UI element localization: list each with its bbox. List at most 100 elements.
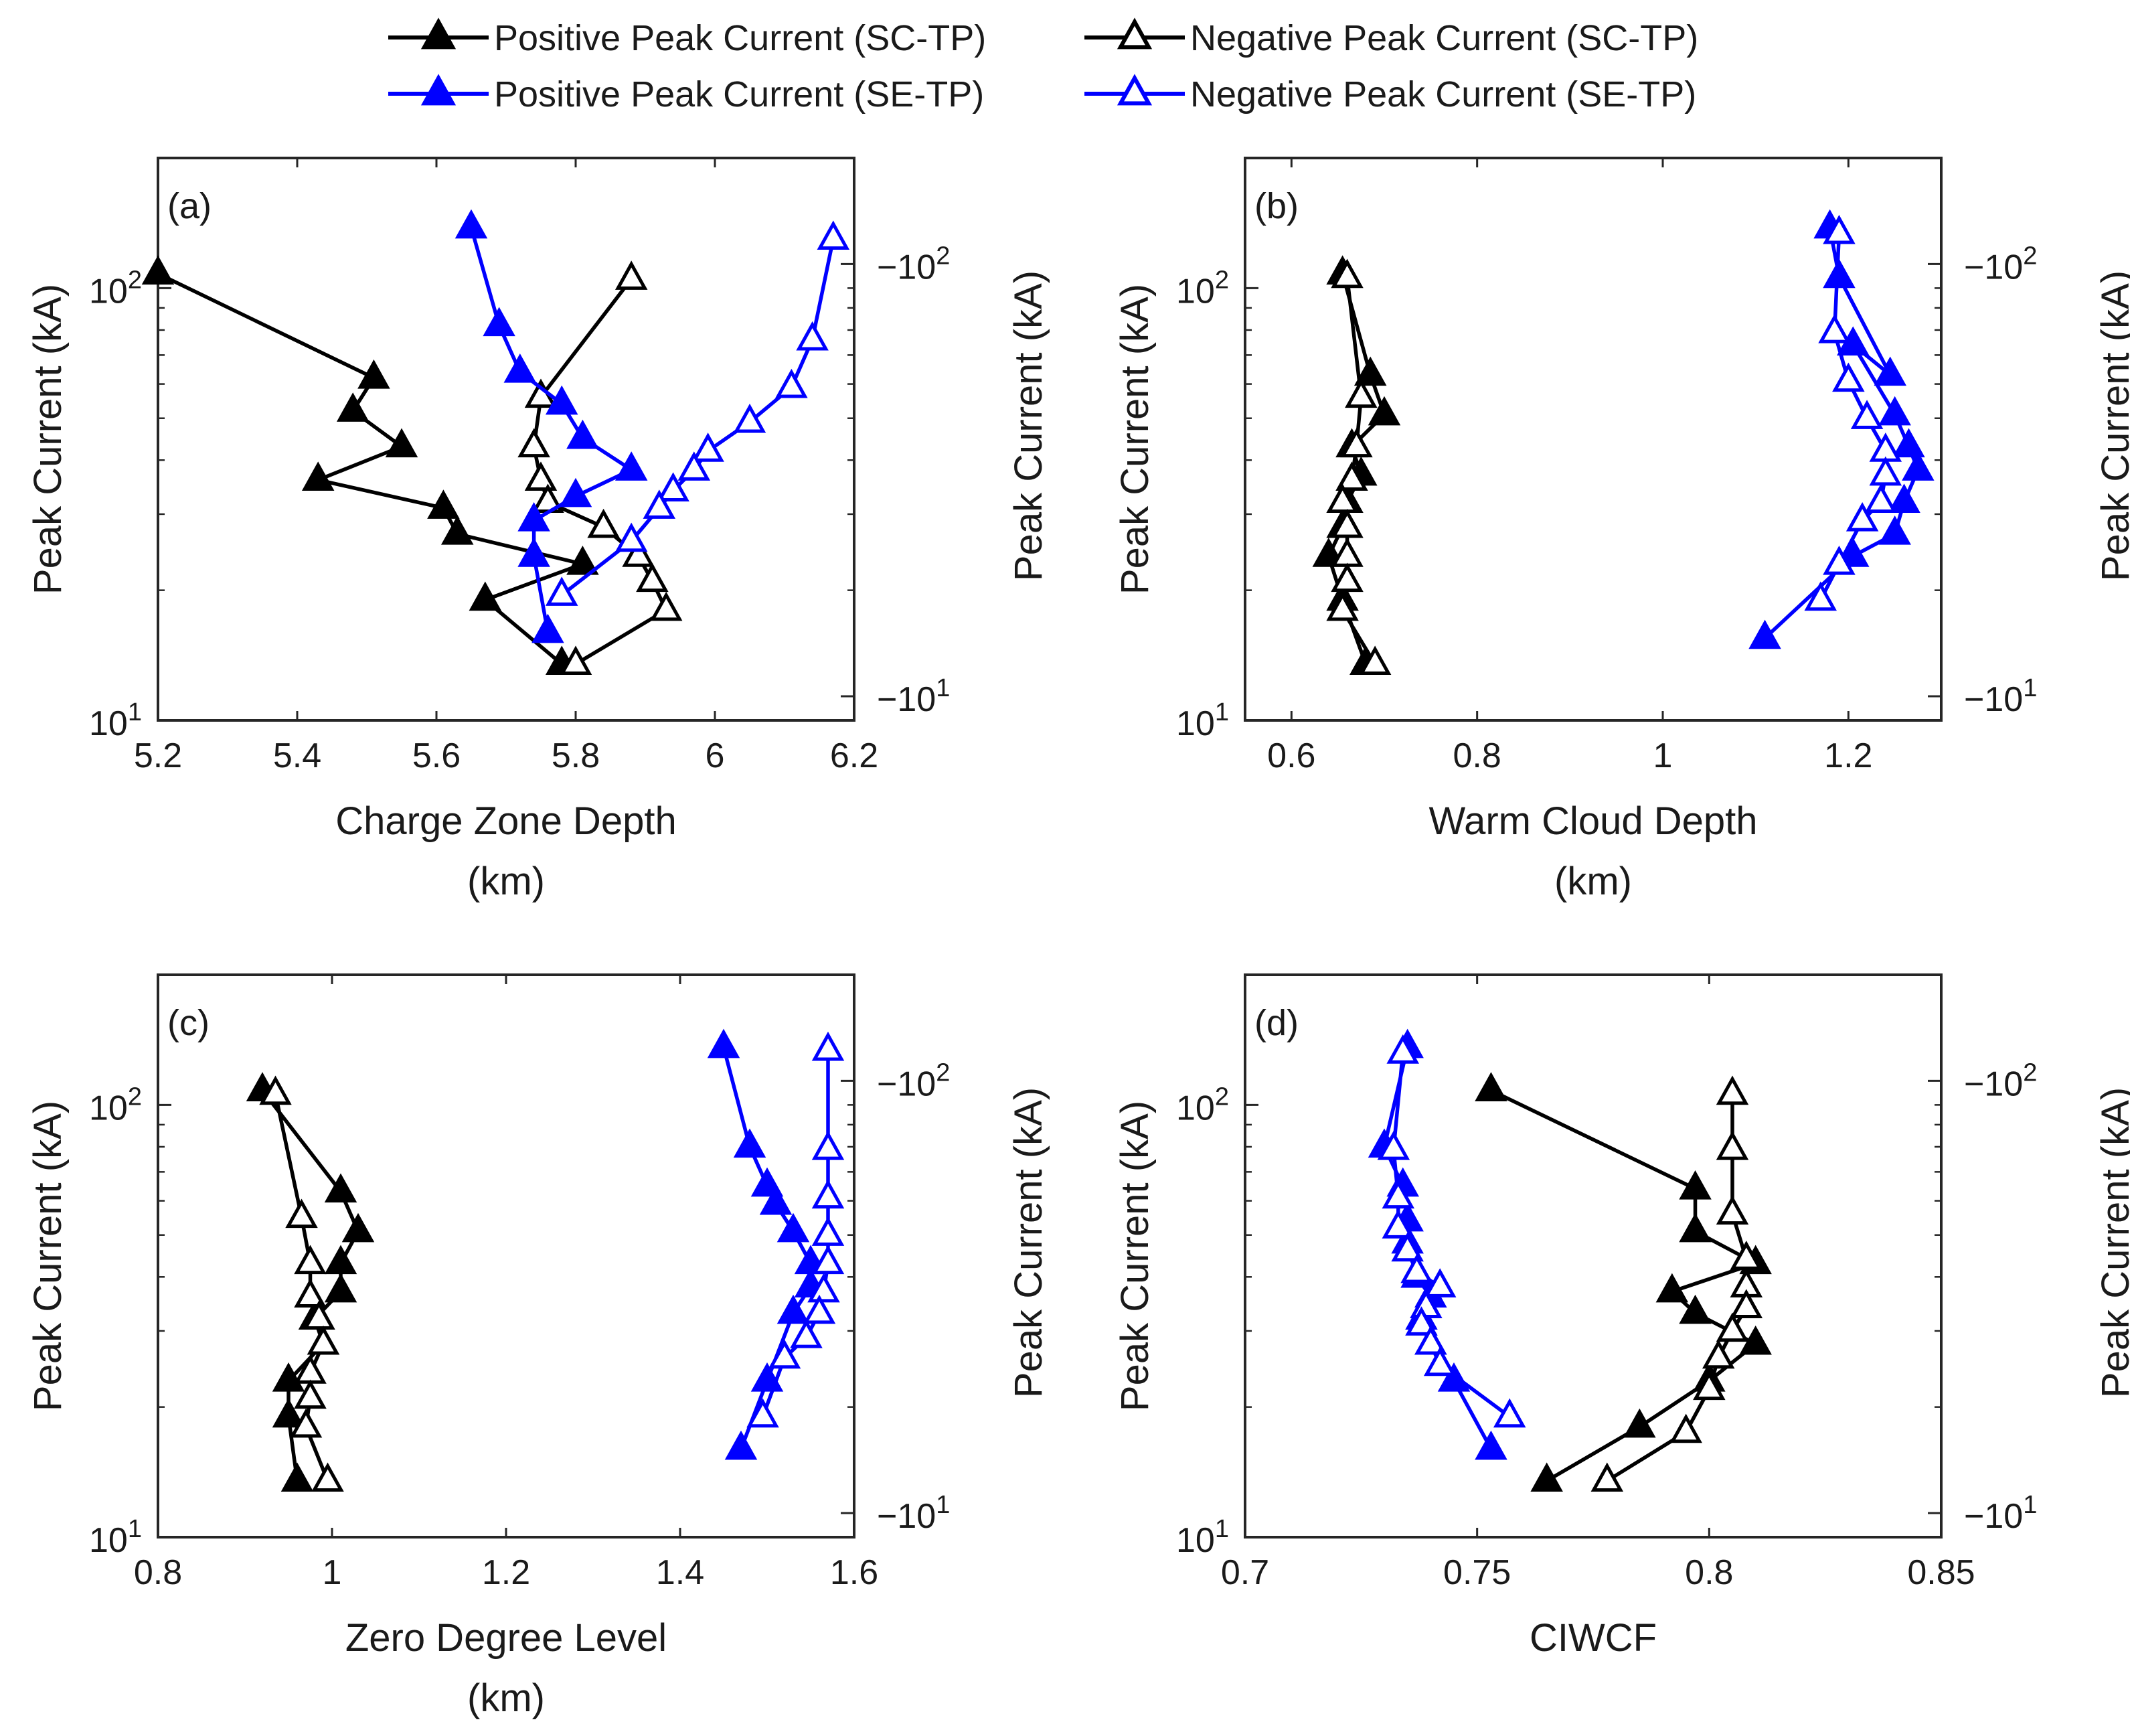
series-line bbox=[722, 1046, 813, 1450]
legend: Positive Peak Current (SC-TP) Negative Pe… bbox=[388, 17, 1698, 114]
data-point bbox=[385, 428, 418, 458]
data-point bbox=[1382, 1179, 1415, 1209]
data-point bbox=[811, 1031, 845, 1061]
data-point bbox=[455, 209, 488, 239]
data-point bbox=[1655, 1273, 1689, 1303]
data-series bbox=[455, 209, 648, 643]
y-tick-label: 101 bbox=[1176, 698, 1229, 743]
data-point bbox=[1823, 545, 1856, 575]
data-point bbox=[677, 451, 711, 481]
panel-label: (b) bbox=[1254, 186, 1299, 226]
data-point bbox=[289, 1408, 323, 1438]
plot-frame bbox=[157, 157, 855, 722]
data-point bbox=[750, 1167, 784, 1197]
legend-item: Negative Peak Current (SE-TP) bbox=[1084, 74, 1696, 114]
y-axis-label-right: Peak Current (kA) bbox=[2094, 1087, 2130, 1398]
data-point bbox=[587, 508, 620, 538]
data-series bbox=[259, 1075, 344, 1492]
x-axis-label: Zero Degree Level bbox=[345, 1616, 667, 1660]
data-series bbox=[707, 1028, 827, 1460]
data-point bbox=[811, 1179, 845, 1209]
data-series bbox=[545, 220, 850, 606]
plot-frame bbox=[1244, 973, 1943, 1538]
data-point bbox=[1423, 1268, 1457, 1297]
x-axis-label: CIWCF bbox=[1530, 1616, 1657, 1660]
data-point bbox=[294, 1278, 327, 1308]
data-point bbox=[301, 461, 335, 491]
x-tick-label: 0.85 bbox=[1907, 1553, 1975, 1592]
legend-label: Negative Peak Current (SE-TP) bbox=[1190, 74, 1696, 114]
series-line bbox=[531, 278, 668, 666]
data-point bbox=[427, 489, 460, 519]
legend-marker bbox=[420, 74, 457, 106]
data-point bbox=[280, 1462, 314, 1492]
x-tick-label: 5.8 bbox=[552, 736, 600, 775]
data-point bbox=[1679, 1170, 1712, 1200]
data-point bbox=[1358, 645, 1392, 676]
y-tick-label-right: −101 bbox=[1964, 1491, 2037, 1536]
data-point bbox=[724, 1430, 758, 1460]
y-axis-label-right: Peak Current (kA) bbox=[2094, 270, 2130, 581]
data-point bbox=[524, 461, 558, 491]
data-point bbox=[1679, 1212, 1712, 1243]
data-point bbox=[1377, 1130, 1410, 1160]
data-point bbox=[1475, 1072, 1507, 1101]
data-point bbox=[811, 1216, 845, 1246]
data-point bbox=[649, 591, 683, 621]
data-point bbox=[776, 1294, 810, 1324]
data-point bbox=[517, 538, 550, 567]
data-point bbox=[775, 368, 808, 398]
data-point bbox=[768, 1339, 801, 1369]
data-point bbox=[1823, 258, 1856, 289]
data-point bbox=[336, 392, 370, 422]
data-point bbox=[790, 1318, 823, 1348]
chart-panel: 0.6 0.8 1 1.2 101 102 −101 −102 Warm Cloud Depth… bbox=[1113, 157, 2130, 903]
panels: 5.2 5.4 5.6 5.8 6 6.2 101 102 −101 −102 Charge Zon… bbox=[26, 157, 2130, 1720]
data-point bbox=[1702, 1339, 1735, 1369]
data-point bbox=[1864, 483, 1898, 514]
data-point bbox=[1693, 1370, 1726, 1401]
legend-item: Positive Peak Current (SC-TP) bbox=[388, 17, 986, 58]
data-series bbox=[141, 255, 599, 676]
x-tick-label: 1 bbox=[323, 1553, 342, 1592]
data-point bbox=[531, 613, 564, 643]
y-tick-label: 101 bbox=[89, 1515, 142, 1560]
data-point bbox=[1716, 1130, 1749, 1160]
data-point bbox=[1730, 1289, 1763, 1319]
data-point bbox=[636, 562, 669, 593]
data-point bbox=[440, 516, 474, 545]
data-point bbox=[1902, 451, 1935, 481]
data-point bbox=[294, 1245, 327, 1275]
legend-item: Positive Peak Current (SE-TP) bbox=[388, 74, 984, 114]
data-point bbox=[733, 403, 766, 433]
y-tick-label: 102 bbox=[89, 266, 142, 311]
data-point bbox=[1716, 1195, 1749, 1225]
data-point bbox=[746, 1398, 779, 1428]
data-point bbox=[1331, 562, 1364, 593]
data-point bbox=[1818, 313, 1851, 343]
x-tick-label: 1.2 bbox=[1824, 736, 1872, 775]
data-point bbox=[622, 538, 655, 567]
data-point bbox=[1748, 619, 1781, 649]
series-line bbox=[157, 272, 585, 665]
data-point bbox=[1669, 1413, 1702, 1443]
y-tick-label: 101 bbox=[1176, 1515, 1229, 1560]
legend-label: Positive Peak Current (SC-TP) bbox=[494, 18, 986, 58]
x-tick-label: 5.2 bbox=[134, 736, 182, 775]
data-point bbox=[469, 581, 502, 611]
data-point bbox=[1892, 428, 1925, 458]
legend-marker bbox=[420, 17, 457, 50]
data-point bbox=[341, 1212, 375, 1243]
y-axis-label-left: Peak Current (kA) bbox=[26, 1101, 70, 1411]
data-point bbox=[307, 1325, 340, 1355]
data-point bbox=[272, 1362, 305, 1392]
data-point bbox=[1386, 1034, 1419, 1064]
legend-label: Positive Peak Current (SE-TP) bbox=[494, 74, 984, 114]
data-point bbox=[517, 428, 550, 458]
data-point bbox=[691, 432, 724, 462]
data-point bbox=[1405, 1306, 1438, 1336]
data-point bbox=[294, 1379, 327, 1409]
data-point bbox=[615, 451, 648, 481]
legend-marker bbox=[1117, 17, 1153, 50]
